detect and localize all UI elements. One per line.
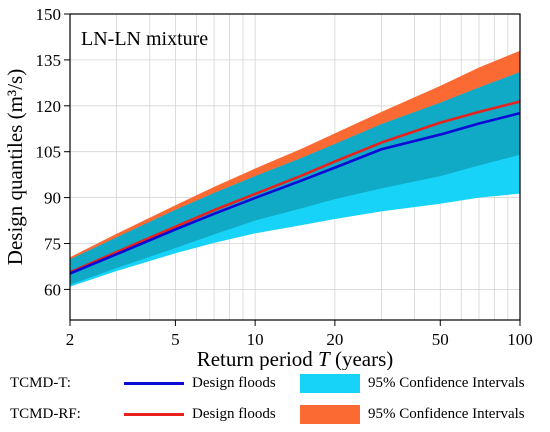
y-tick-label: 60: [44, 280, 61, 299]
legend-band-label: 95% Confidence Intervals: [368, 406, 525, 422]
x-tick-label: 20: [326, 330, 343, 349]
x-tick-label: 10: [247, 330, 264, 349]
plot-frame: [69, 13, 521, 321]
legend-row-tcmd-t: TCMD-T: Design floods 95% Confidence Int…: [0, 372, 550, 396]
x-tick-label: 5: [171, 330, 180, 349]
y-axis-label: Design quantiles (m³/s): [3, 69, 27, 265]
legend-band-swatch: [300, 405, 360, 424]
y-tick-label: 75: [44, 235, 61, 254]
x-axis-label-suffix: (years): [330, 347, 394, 370]
legend-line-label: Design floods: [192, 375, 276, 391]
x-axis-label: Return period T (years): [197, 347, 394, 370]
legend-line-label: Design floods: [192, 406, 276, 422]
confidence-bands: [70, 50, 520, 287]
y-tick-label: 90: [44, 189, 61, 208]
chart-annotation: LN-LN mixture: [81, 28, 208, 50]
legend-row-tcmd-rf: TCMD-RF: Design floods 95% Confidence In…: [0, 403, 550, 427]
legend-series-name: TCMD-T:: [10, 375, 71, 391]
design-quantiles-chart: 2 5 10 20 50 100 60 75 90 105 120 135 150 LN-LN mixt…: [3, 5, 533, 370]
x-tick-label: 2: [66, 330, 75, 349]
legend-line-swatch: [124, 413, 184, 416]
axis-ticks: 2 5 10 20 50 100 60 75 90 105 120 135 150: [36, 5, 533, 349]
legend-band-label: 95% Confidence Intervals: [368, 375, 525, 391]
legend: TCMD-T: Design floods 95% Confidence Int…: [0, 370, 550, 430]
design-floods-line-tcmd-rf: [69, 100, 521, 274]
y-tick-label: 135: [36, 51, 62, 70]
legend-series-name: TCMD-RF:: [10, 406, 81, 422]
design-flood-lines: [69, 100, 521, 275]
y-tick-label: 105: [36, 143, 62, 162]
y-tick-label: 150: [36, 5, 62, 24]
x-tick-label: 100: [507, 330, 533, 349]
legend-band-swatch: [300, 374, 360, 393]
x-axis-label-prefix: Return period: [197, 347, 318, 370]
y-tick-label: 120: [36, 97, 62, 116]
x-tick-label: 50: [432, 330, 449, 349]
design-floods-line-tcmd-t: [69, 111, 521, 275]
x-axis-label-variable: T: [318, 347, 331, 370]
legend-line-swatch: [124, 382, 184, 385]
